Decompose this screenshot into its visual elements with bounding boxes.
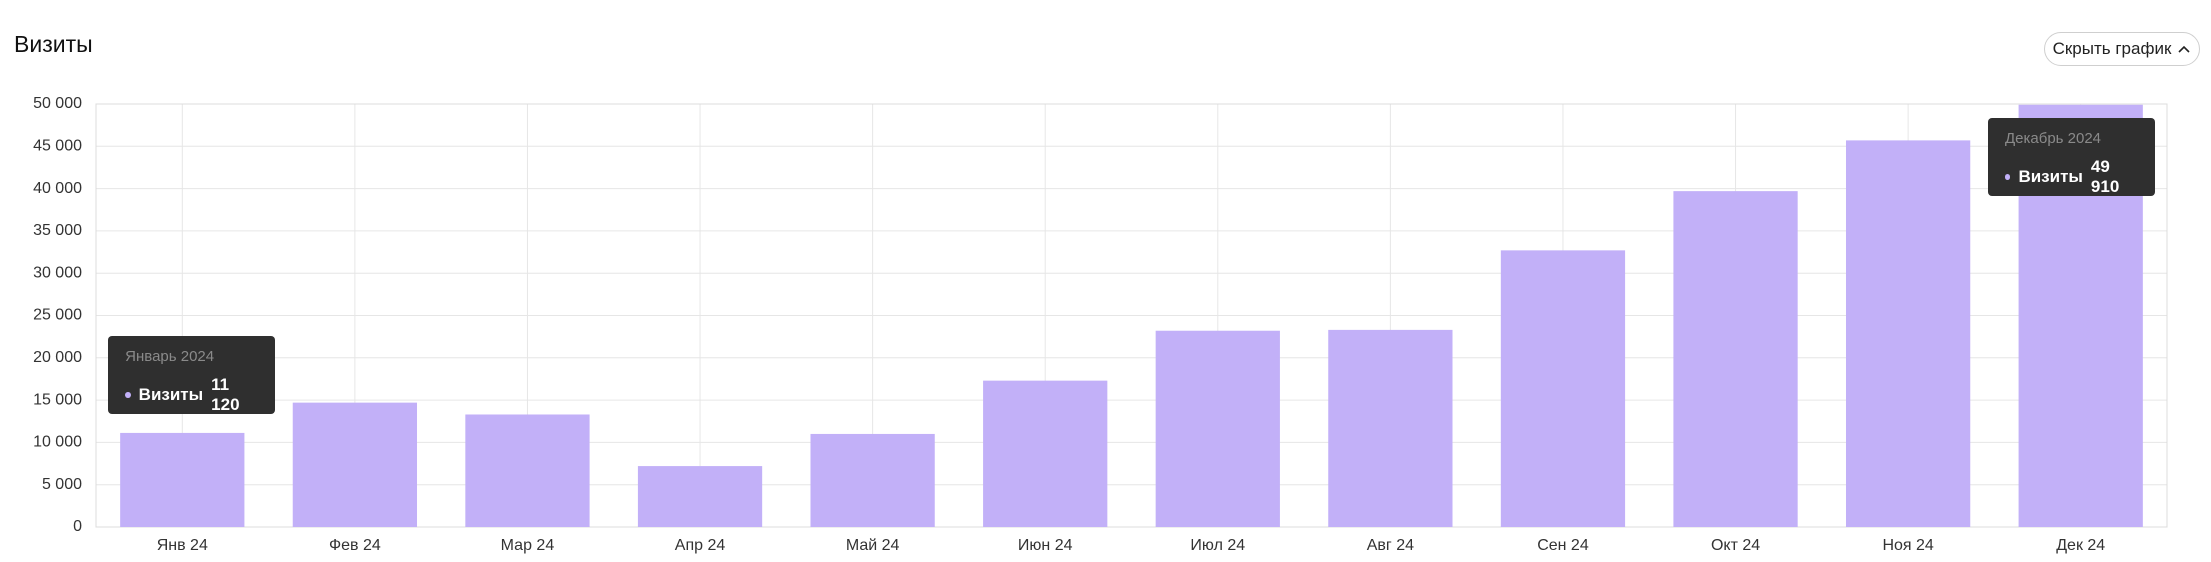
y-tick-label: 0: [73, 518, 82, 535]
bar: [637, 466, 763, 527]
bar: [1845, 140, 1971, 528]
y-tick-label: 15 000: [33, 391, 82, 408]
tooltip-row: Визиты 49 910: [2005, 157, 2138, 197]
x-tick-label: Апр 24: [675, 537, 726, 554]
x-tick-label: Июн 24: [1018, 537, 1073, 554]
bar: [292, 402, 418, 527]
tooltip: Декабрь 2024 Визиты 49 910: [1988, 118, 2155, 196]
y-tick-label: 40 000: [33, 180, 82, 197]
legend-dot: [2005, 174, 2011, 180]
bar: [465, 414, 590, 527]
x-tick-label: Мар 24: [501, 537, 555, 554]
x-tick-label: Дек 24: [2056, 537, 2105, 554]
x-tick-label: Май 24: [846, 537, 900, 554]
bar: [810, 433, 935, 527]
plot-border: [95, 103, 2168, 528]
x-tick-label: Сен 24: [1537, 537, 1589, 554]
y-tick-label: 5 000: [42, 476, 82, 493]
value-label: 49 910: [2090, 157, 2120, 196]
tooltip-row: Визиты 11 120: [125, 375, 258, 415]
y-tick-label: 10 000: [33, 434, 82, 451]
bar: [1500, 250, 1626, 527]
bar: [983, 380, 1108, 527]
bar: [120, 432, 245, 527]
bar: [1155, 330, 1280, 527]
y-tick-label: 20 000: [33, 349, 82, 366]
x-tick-label: Ноя 24: [1882, 537, 1933, 554]
x-tick-label: Авг 24: [1367, 537, 1414, 554]
y-tick-label: 30 000: [33, 264, 82, 281]
tooltip-title: Январь 2024: [125, 347, 215, 365]
toggle-chart-button[interactable]: Скрыть график: [2044, 32, 2200, 66]
y-tick-label: 45 000: [33, 138, 82, 155]
x-tick-label: Июл 24: [1190, 537, 1245, 554]
chevron-up-icon: [2178, 45, 2190, 53]
x-tick-label: Окт 24: [1711, 537, 1760, 554]
button-label: Скрыть график: [2052, 39, 2172, 58]
series-name: Визиты: [2018, 167, 2083, 186]
value-label: 11 120: [211, 374, 240, 414]
x-tick-label: Фев 24: [329, 537, 381, 554]
y-tick-label: 35 000: [33, 222, 82, 239]
y-tick-label: 50 000: [33, 95, 82, 112]
x-tick-label: Янв 24: [157, 537, 208, 554]
legend-dot: [125, 391, 131, 398]
bar: [1328, 329, 1453, 527]
tooltip: Январь 2024 Визиты 11 120: [108, 335, 276, 415]
tooltip-title: Декабрь 2024: [2005, 130, 2102, 147]
series-name: Визиты: [138, 384, 204, 404]
y-tick-label: 25 000: [33, 307, 82, 324]
bar: [1673, 191, 1798, 527]
chart-title: Визиты: [14, 31, 93, 57]
